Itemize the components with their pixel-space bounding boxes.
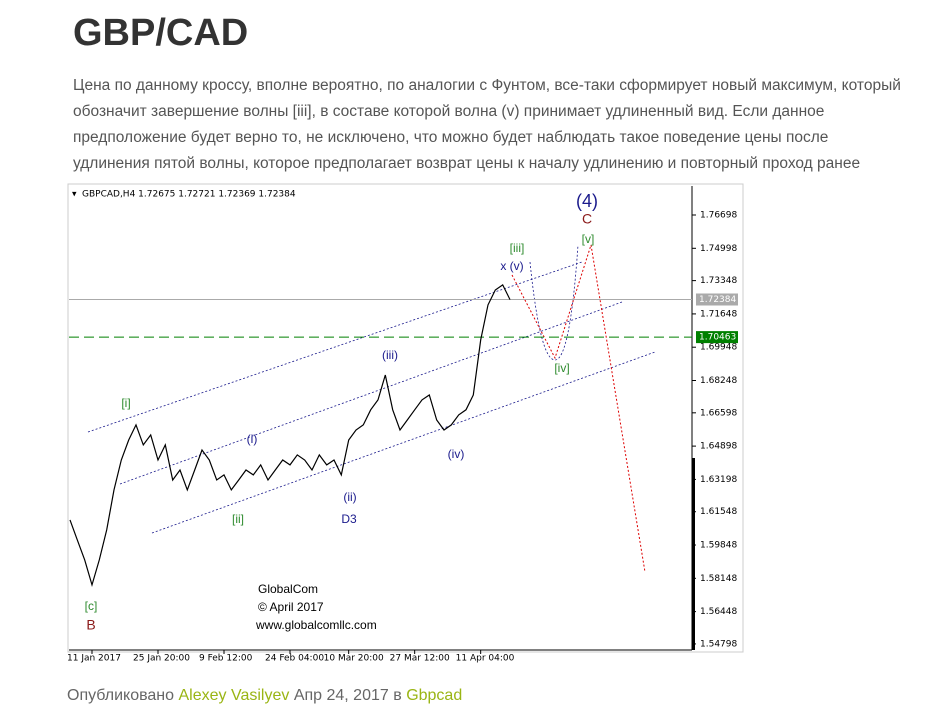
meta-date: Апр 24, 2017: [293, 687, 389, 704]
y-tick-label: 1.76698: [700, 211, 737, 221]
price-label: 1.70463: [699, 333, 736, 343]
forecast-path: [511, 244, 646, 573]
y-tick-label: 1.64898: [700, 442, 737, 452]
y-tick-label: 1.58148: [700, 574, 737, 584]
watermark: GlobalCom: [258, 582, 318, 596]
wave-label: (iii): [382, 348, 398, 362]
paragraph-line: предположение будет верно то, не исключе…: [73, 129, 829, 146]
chart: ▾ GBPCAD,H4 1.72675 1.72721 1.72369 1.72…: [67, 183, 744, 664]
price-box: [696, 331, 738, 344]
wave-label: x (v): [500, 259, 523, 273]
paragraph-line: обозначит завершение волны [iii], в сост…: [73, 103, 825, 120]
x-tick-label: 25 Jan 20:00: [133, 654, 190, 664]
y-tick-label: 1.56448: [700, 607, 737, 617]
y-tick-label: 1.71648: [700, 309, 737, 319]
wave-label: (ii): [343, 490, 356, 504]
meta-prefix: Опубликовано: [67, 687, 175, 704]
scroll-bar: [692, 458, 695, 650]
meta-in: в: [393, 687, 402, 704]
wave-label: [v]: [582, 232, 595, 246]
wave-label: [iii]: [510, 241, 525, 255]
x-tick-label: 27 Mar 12:00: [390, 654, 450, 664]
y-tick-label: 1.73348: [700, 276, 737, 286]
category-link[interactable]: Gbpcad: [406, 687, 463, 704]
watermark: © April 2017: [258, 600, 324, 614]
y-tick-label: 1.59848: [700, 541, 737, 551]
wave-label: D3: [341, 512, 357, 526]
chart-frame: [67, 183, 744, 653]
y-tick-label: 1.61548: [700, 507, 737, 517]
price-box: [696, 293, 738, 306]
price-line-series: [69, 284, 511, 588]
paragraph-line: удлинения пятой волны, которое предполаг…: [73, 155, 861, 172]
menu-arrow: ▾: [72, 190, 77, 200]
y-tick-label: 1.63198: [700, 475, 737, 485]
wave-label: (i): [247, 432, 258, 446]
y-tick-label: 1.68248: [700, 376, 737, 386]
x-tick-label: 24 Feb 04:00: [265, 654, 324, 664]
x-tick-label: 9 Feb 12:00: [199, 654, 253, 664]
y-tick-label: 1.54798: [700, 639, 737, 649]
wave-label: [i]: [121, 396, 130, 410]
post-meta: Опубликовано Alexey Vasilyev Апр 24, 201…: [67, 687, 462, 705]
wave-label: (iv): [448, 447, 465, 461]
wave-label: B: [86, 617, 95, 633]
watermark: www.globalcomllc.com: [255, 618, 377, 632]
price-label: 1.72384: [699, 295, 736, 305]
x-tick-label: 10 Mar 20:00: [324, 654, 384, 664]
chart-title: GBPCAD,H4 1.72675 1.72721 1.72369 1.7238…: [82, 190, 296, 200]
x-tick-label: 11 Jan 2017: [67, 654, 121, 664]
y-tick-label: 1.66598: [700, 408, 737, 418]
wave-label: [c]: [85, 599, 98, 613]
wave-label: C: [582, 211, 592, 227]
post-title: GBP/CAD: [73, 12, 249, 54]
channel-lines: [87, 244, 656, 534]
wave-label: [ii]: [232, 512, 244, 526]
wave-label: [iv]: [554, 361, 569, 375]
paragraph-line: Цена по данному кроссу, вполне вероятно,…: [73, 77, 901, 94]
author-link[interactable]: Alexey Vasilyev: [178, 687, 290, 704]
y-tick-label: 1.69948: [700, 343, 737, 353]
y-tick-label: 1.74998: [700, 244, 737, 254]
x-tick-label: 11 Apr 04:00: [456, 654, 515, 664]
wave-label: (4): [576, 191, 598, 211]
